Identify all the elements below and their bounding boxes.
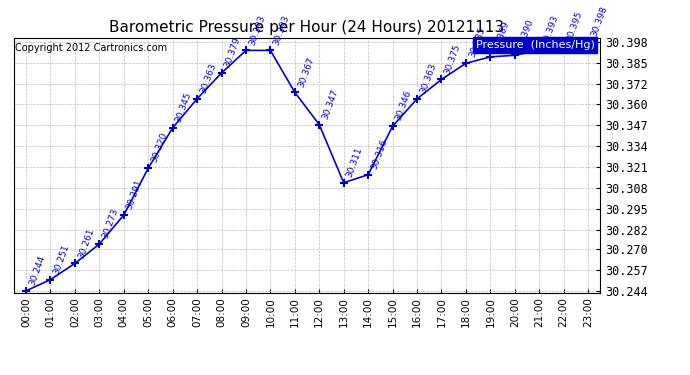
Text: 30.395: 30.395 — [565, 10, 584, 43]
Text: 30.347: 30.347 — [321, 88, 340, 120]
Text: 30.244: 30.244 — [28, 254, 46, 287]
Text: 30.363: 30.363 — [199, 62, 218, 94]
Text: Pressure  (Inches/Hg): Pressure (Inches/Hg) — [475, 40, 594, 50]
Text: 30.375: 30.375 — [443, 42, 462, 75]
Text: 30.345: 30.345 — [174, 91, 193, 124]
Text: 30.261: 30.261 — [77, 226, 95, 259]
Text: 30.393: 30.393 — [540, 13, 560, 46]
Text: 30.393: 30.393 — [247, 13, 266, 46]
Text: 30.346: 30.346 — [394, 89, 413, 122]
Text: 30.320: 30.320 — [150, 131, 169, 164]
Text: 30.251: 30.251 — [52, 243, 71, 275]
Text: 30.316: 30.316 — [370, 138, 388, 171]
Text: 30.363: 30.363 — [418, 62, 437, 94]
Text: 30.385: 30.385 — [467, 26, 486, 59]
Text: Copyright 2012 Cartronics.com: Copyright 2012 Cartronics.com — [15, 43, 167, 52]
Text: 30.291: 30.291 — [125, 178, 144, 211]
Text: 30.367: 30.367 — [296, 56, 315, 88]
Text: 30.389: 30.389 — [492, 20, 511, 53]
Text: 30.273: 30.273 — [101, 207, 120, 240]
Title: Barometric Pressure per Hour (24 Hours) 20121113: Barometric Pressure per Hour (24 Hours) … — [110, 20, 504, 35]
Text: 30.311: 30.311 — [345, 146, 364, 178]
Text: 30.390: 30.390 — [516, 18, 535, 51]
Text: 30.379: 30.379 — [223, 36, 242, 69]
Text: 30.398: 30.398 — [589, 5, 609, 38]
Text: 30.393: 30.393 — [272, 13, 291, 46]
